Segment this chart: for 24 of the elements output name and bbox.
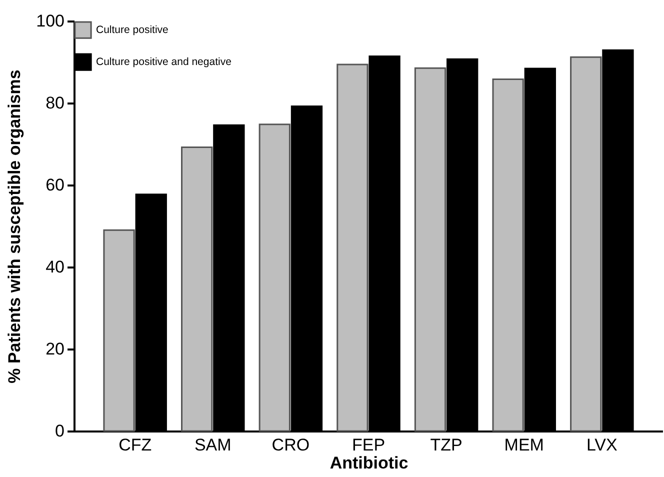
x-tick-label: MEM (504, 436, 544, 454)
y-tick-label: 60 (46, 176, 64, 194)
y-tick-label: 40 (46, 258, 64, 276)
legend-label: Culture positive (96, 24, 169, 36)
x-tick-label: TZP (430, 436, 462, 454)
y-tick-label: 100 (36, 12, 64, 30)
x-axis-title: Antibiotic (330, 454, 408, 472)
bar (414, 67, 446, 432)
bar (258, 124, 290, 432)
x-tick-label: FEP (352, 436, 386, 454)
x-tick-label: CFZ (118, 436, 152, 454)
bar (336, 64, 368, 432)
y-tick-label: 20 (46, 340, 64, 358)
legend-label: Culture positive and negative (96, 56, 232, 68)
y-axis-title: % Patients with susceptible organisms (5, 70, 24, 384)
bar (181, 146, 213, 432)
y-tick-label: 0 (55, 422, 64, 440)
bar (492, 78, 524, 432)
x-tick-label: SAM (194, 436, 232, 454)
bar (570, 56, 602, 432)
bar (103, 229, 135, 432)
x-tick-label: LVX (586, 436, 618, 454)
y-tick-label: 80 (46, 94, 64, 112)
x-tick-label: CRO (272, 436, 310, 454)
